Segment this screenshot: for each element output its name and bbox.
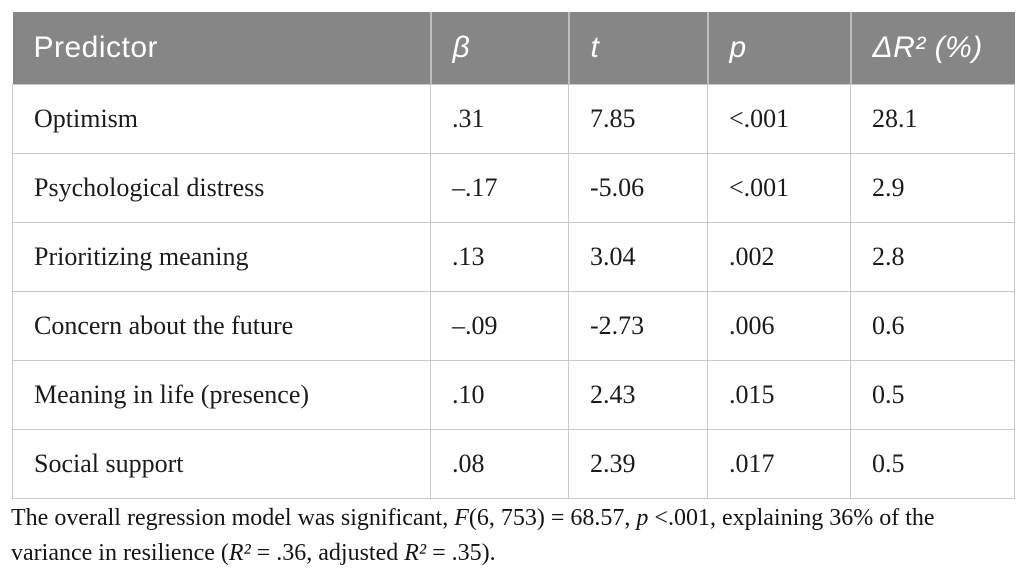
cell-delta-r2: 0.5 [850,360,1015,430]
cell-delta-r2: 28.1 [850,84,1015,154]
cell-p: .006 [707,291,851,361]
cell-p: .002 [707,222,851,292]
cell-delta-r2: 0.6 [850,291,1015,361]
cell-beta: –.17 [430,153,569,223]
cell-delta-r2: 0.5 [850,429,1015,499]
cell-p: <.001 [707,153,851,223]
cell-beta: .31 [430,84,569,154]
column-header-predictor: Predictor [12,12,431,85]
cell-t: -5.06 [568,153,708,223]
cell-beta: .10 [430,360,569,430]
cell-predictor: Optimism [12,84,431,154]
table-footnote: The overall regression model was signifi… [11,505,935,566]
table-row: Psychological distress –.17 -5.06 <.001 … [12,153,1015,223]
cell-p: .017 [707,429,851,499]
cell-t: 2.43 [568,360,708,430]
table-row: Meaning in life (presence) .10 2.43 .015… [12,360,1015,430]
cell-t: 3.04 [568,222,708,292]
cell-t: -2.73 [568,291,708,361]
table-row: Concern about the future –.09 -2.73 .006… [12,291,1015,361]
regression-table: Predictor β t p ΔR² (%) Optimism .31 7.8… [12,12,1015,499]
table-row: Social support .08 2.39 .017 0.5 [12,429,1015,499]
column-header-p: p [706,12,851,85]
cell-delta-r2: 2.9 [850,153,1015,223]
cell-delta-r2: 2.8 [850,222,1015,292]
cell-predictor: Prioritizing meaning [12,222,431,292]
cell-beta: .13 [430,222,569,292]
cell-predictor: Psychological distress [12,153,431,223]
column-header-beta: β [429,12,569,85]
regression-table-container: Predictor β t p ΔR² (%) Optimism .31 7.8… [12,12,1015,499]
table-row: Prioritizing meaning .13 3.04 .002 2.8 [12,222,1015,292]
cell-p: .015 [707,360,851,430]
cell-p: <.001 [707,84,851,154]
header-row: Predictor β t p ΔR² (%) [12,12,1015,85]
column-header-delta-r2: ΔR² (%) [849,12,1015,85]
table-body: Optimism .31 7.85 <.001 28.1 Psychologic… [12,84,1015,499]
table-row: Optimism .31 7.85 <.001 28.1 [12,84,1015,154]
cell-beta: –.09 [430,291,569,361]
table-header: Predictor β t p ΔR² (%) [12,12,1015,85]
column-header-t: t [567,12,708,85]
cell-t: 7.85 [568,84,708,154]
cell-t: 2.39 [568,429,708,499]
cell-predictor: Social support [12,429,431,499]
cell-predictor: Meaning in life (presence) [12,360,431,430]
cell-predictor: Concern about the future [12,291,431,361]
cell-beta: .08 [430,429,569,499]
